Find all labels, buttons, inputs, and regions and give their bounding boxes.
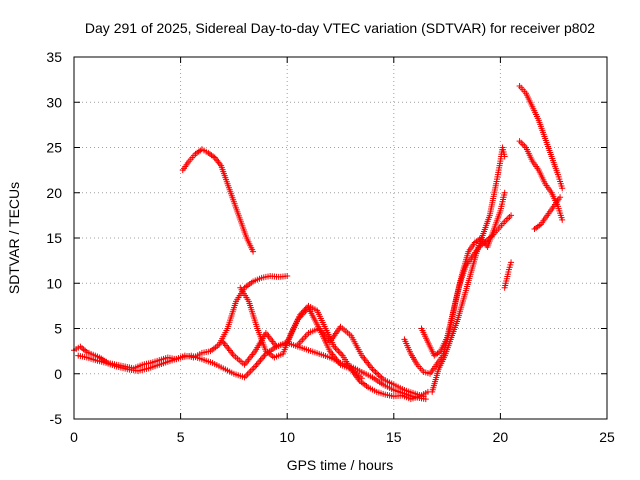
series-sat-l	[516, 138, 566, 223]
x-tick-label: 5	[177, 429, 185, 445]
data-point	[559, 185, 566, 192]
series-sat-h	[418, 212, 515, 359]
y-tick-label: 0	[54, 366, 62, 382]
y-tick-label: 30	[46, 94, 62, 110]
grid-lines	[74, 57, 607, 419]
data-point	[508, 212, 515, 219]
series-sat-f	[294, 323, 427, 400]
data-point	[557, 194, 564, 201]
y-tick-label: 5	[54, 321, 62, 337]
axis-ticks: 0 5 10 15 20 25 -5 0 5 10 15 20 25 30 35	[46, 49, 615, 445]
series-sat-k	[516, 82, 566, 192]
data-point	[559, 216, 566, 223]
series-sat-i	[429, 144, 508, 395]
chart-title: Day 291 of 2025, Sidereal Day-to-day VTE…	[85, 20, 595, 36]
series-sat-b	[179, 146, 257, 255]
plot-frame	[73, 56, 608, 420]
data-point	[420, 393, 427, 400]
series-sat-j	[501, 259, 515, 291]
data-point	[508, 259, 515, 266]
y-tick-label: 20	[46, 185, 62, 201]
data-point	[501, 189, 508, 196]
y-tick-label: 25	[46, 140, 62, 156]
y-tick-label: 10	[46, 275, 62, 291]
y-tick-label: 35	[46, 49, 62, 65]
x-tick-label: 0	[70, 429, 78, 445]
x-tick-label: 10	[279, 429, 295, 445]
y-tick-label: -5	[50, 411, 63, 427]
series-sat-m	[531, 194, 564, 232]
data-points	[71, 82, 566, 403]
x-tick-label: 25	[599, 429, 615, 445]
x-tick-label: 15	[386, 429, 402, 445]
x-tick-label: 20	[493, 429, 509, 445]
y-axis-label: SDTVAR / TECUs	[6, 182, 22, 294]
x-axis-label: GPS time / hours	[287, 457, 394, 473]
data-point	[501, 153, 508, 160]
data-point	[250, 248, 257, 255]
data-point	[284, 273, 291, 280]
y-tick-label: 15	[46, 230, 62, 246]
